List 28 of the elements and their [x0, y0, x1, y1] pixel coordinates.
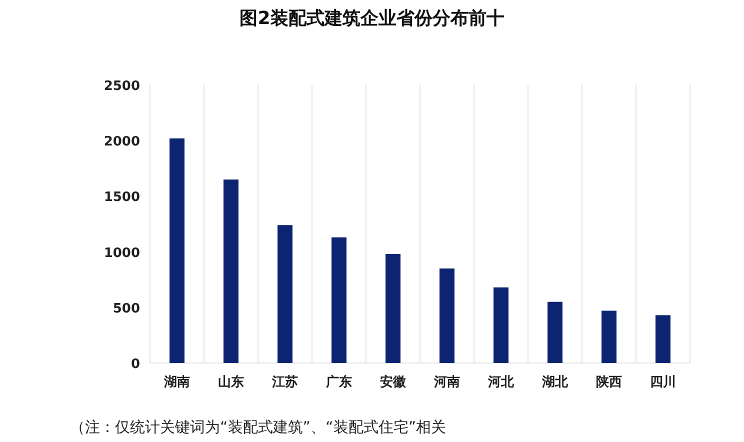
x-tick-label: 安徽 — [380, 374, 407, 390]
bar — [170, 138, 184, 363]
text: （注：仅统计关键词为“装配式建筑”、“装配式住宅”相关 — [70, 418, 446, 436]
y-tick-label: 1000 — [104, 246, 140, 261]
y-tick-label: 2500 — [104, 79, 140, 94]
bar — [332, 237, 346, 363]
x-tick-label: 河北 — [487, 375, 515, 390]
x-tick-label: 山东 — [218, 374, 244, 390]
bar — [278, 225, 292, 363]
x-tick-label: 四川 — [650, 375, 676, 390]
x-tick-label: 湖北 — [541, 375, 569, 390]
x-tick-label: 湖南 — [163, 375, 190, 390]
y-tick-label: 1500 — [104, 190, 140, 206]
bar — [602, 310, 616, 363]
chart-title: 图2装配式建筑企业省份分布前十 — [240, 8, 504, 29]
bar — [494, 287, 508, 363]
bar — [548, 302, 562, 363]
bar — [440, 268, 454, 363]
y-tick-label: 2000 — [104, 134, 140, 150]
y-tick-label: 0 — [130, 357, 140, 372]
y-tick-label: 500 — [112, 301, 140, 316]
x-tick-label: 江苏 — [271, 375, 298, 390]
x-tick-label: 河南 — [433, 375, 460, 390]
x-tick-label: 陕西 — [596, 375, 622, 390]
bar — [656, 315, 670, 363]
bar — [386, 254, 400, 363]
x-tick-label: 广东 — [325, 374, 352, 390]
bar — [224, 180, 238, 363]
